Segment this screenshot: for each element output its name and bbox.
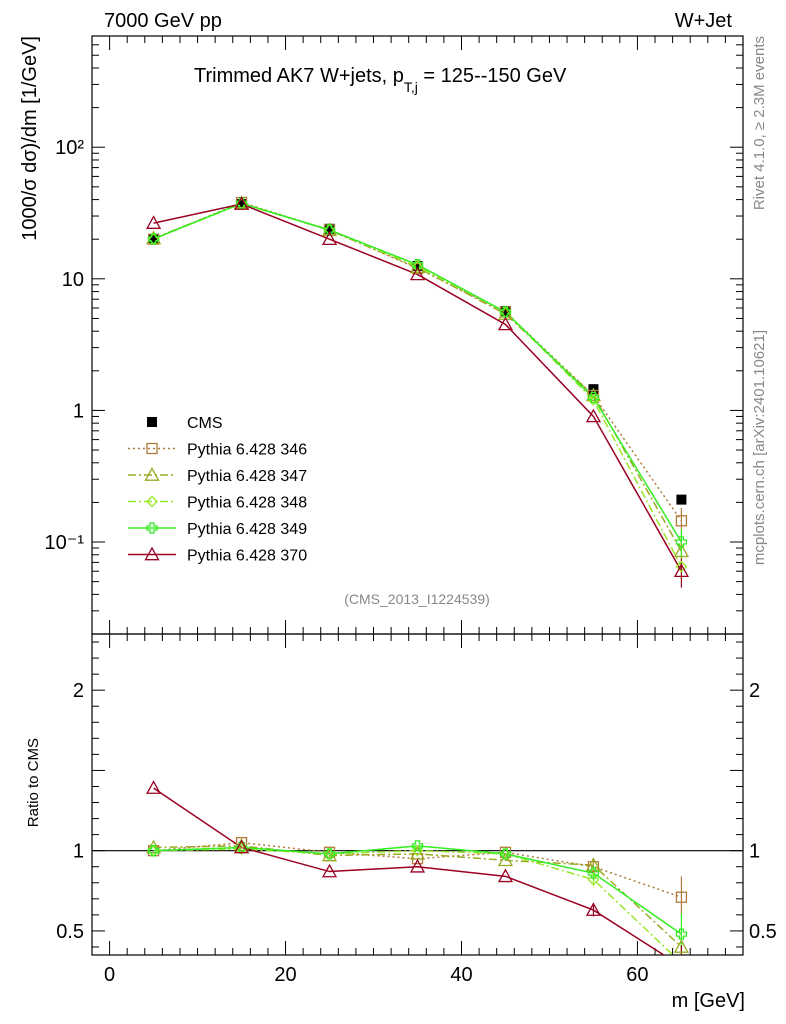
legend-marker-4: [146, 522, 158, 534]
legend-label-2: Pythia 6.428 347: [187, 468, 307, 485]
legend-label-5: Pythia 6.428 370: [187, 548, 307, 565]
ratio-ylabel: Ratio to CMS: [25, 738, 42, 827]
plot-title-tail: = 125--150 GeV: [418, 65, 567, 87]
ratio-marker-1-6: [673, 939, 690, 953]
ratio-marker-3-3: [411, 840, 424, 852]
ratio-ytick-label-right: 1: [749, 841, 760, 863]
ratio-series-line-1: [153, 845, 682, 948]
ratio-marker-2-5: [587, 873, 600, 886]
ratio-ytick-label: 1: [73, 841, 84, 863]
main-series-line-3: [153, 202, 683, 567]
header-right: W+Jet: [675, 10, 733, 32]
main-marker-5-2: [321, 231, 338, 246]
ratio-marker-0-6: [675, 891, 688, 903]
legend-marker-0: [147, 417, 157, 427]
main-marker-3-3: [411, 260, 424, 273]
rivet-version-label: Rivet 4.1.0, ≥ 2.3M events: [751, 36, 768, 210]
legend-marker-3: [146, 495, 158, 508]
ratio-xtick-label: 0: [104, 964, 115, 986]
analysis-id: (CMS_2013_I1224539): [344, 591, 490, 607]
mcplots-label: mcplots.cern.ch [arXiv:2401.10621]: [751, 330, 768, 565]
ratio-plot-frame: [91, 633, 744, 956]
ratio-marker-4-5: [585, 902, 602, 916]
main-marker-5-0: [145, 215, 162, 229]
ratio-ytick-label-right: 0.5: [749, 921, 777, 943]
ratio-marker-2-3: [411, 844, 424, 857]
ratio-lines-group: [153, 787, 683, 955]
main-series-line-4: [153, 202, 683, 543]
main-marker-0-2: [324, 223, 335, 234]
legend-label-0: CMS: [187, 415, 223, 432]
ratio-marker-1-4: [497, 852, 514, 867]
ratio-marker-1-0: [145, 839, 162, 854]
main-ytick-label: 1: [73, 400, 84, 422]
ratio-marker-3-0: [147, 845, 160, 857]
header-left: 7000 GeV pp: [104, 10, 222, 32]
main-ytick-label: 10⁻¹: [45, 532, 85, 554]
main-marker-0-0: [148, 234, 159, 245]
legend-label-3: Pythia 6.428 348: [187, 495, 307, 512]
ratio-marker-4-2: [321, 863, 338, 878]
ratio-series-line-4: [153, 787, 666, 955]
ratio-marker-4-1: [233, 839, 250, 854]
plot-title: Trimmed AK7 W+jets, pT,j = 125--150 GeV: [194, 65, 567, 95]
main-marker-2-5: [585, 387, 602, 402]
main-ytick-label: 10²: [55, 137, 84, 159]
legend: CMS Pythia 6.428 346 Pythia 6.428 347 Pythi…: [128, 415, 307, 565]
series-markers: [145, 195, 690, 953]
main-marker-0-6: [676, 494, 687, 505]
ratio-marker-4-0: [145, 780, 162, 794]
main-marker-1-3: [411, 262, 424, 275]
main-marker-4-6: [675, 536, 688, 548]
main-marker-4-4: [499, 306, 512, 318]
main-marker-0-1: [236, 199, 247, 210]
main-ytick-label: 10: [62, 269, 84, 291]
main-marker-3-6: [675, 560, 688, 573]
legend-label-4: Pythia 6.428 349: [187, 521, 307, 538]
ratio-ytick-label-right: 2: [749, 680, 760, 702]
legend-label-1: Pythia 6.428 346: [187, 442, 307, 459]
main-marker-3-5: [587, 394, 600, 406]
ratio-marker-3-2: [323, 848, 336, 860]
main-plot-frame: [91, 35, 744, 635]
ratio-marker-3-5: [587, 867, 600, 879]
ratio-marker-0-1: [235, 837, 248, 849]
main-marker-5-3: [409, 266, 426, 281]
ratio-marker-1-5: [585, 857, 602, 871]
ratio-marker-3-6: [675, 928, 688, 940]
ratio-ytick-label: 0.5: [56, 921, 84, 943]
x-axis-label: m [GeV]: [672, 990, 745, 1012]
main-marker-5-6: [673, 563, 690, 578]
legend-marker-5: [144, 546, 160, 561]
plot-title-main: Trimmed AK7 W+jets, p: [194, 65, 404, 87]
ratio-xtick-label: 20: [274, 964, 296, 986]
main-ylabel: 1000/σ dσ)/dm [1/GeV]: [19, 36, 41, 241]
ratio-marker-3-4: [499, 848, 512, 860]
main-marker-1-6: [675, 515, 688, 527]
main-marker-0-3: [412, 261, 423, 272]
ratio-marker-4-3: [409, 858, 426, 873]
ratio-xtick-label: 40: [450, 964, 472, 986]
main-marker-5-1: [233, 196, 250, 210]
ratio-marker-4-4: [497, 868, 514, 883]
main-marker-4-5: [587, 392, 600, 404]
legend-marker-1: [146, 442, 158, 455]
main-marker-5-5: [585, 408, 602, 423]
main-marker-2-6: [673, 543, 690, 558]
main-marker-4-3: [411, 259, 424, 271]
main-marker-4-0: [147, 233, 160, 245]
ratio-markers-group: [145, 780, 690, 953]
plot-title-sub: T,j: [404, 79, 418, 95]
axis-ticks: 10⁻¹ 1 10 10² 0 20 40 60 0.5 0.5 1 1 2 2: [45, 35, 777, 986]
ratio-xtick-label: 60: [626, 964, 648, 986]
main-marker-0-4: [500, 305, 511, 316]
main-marker-5-4: [497, 316, 514, 331]
legend-marker-2: [144, 467, 160, 481]
ratio-ytick-label: 2: [73, 680, 84, 702]
